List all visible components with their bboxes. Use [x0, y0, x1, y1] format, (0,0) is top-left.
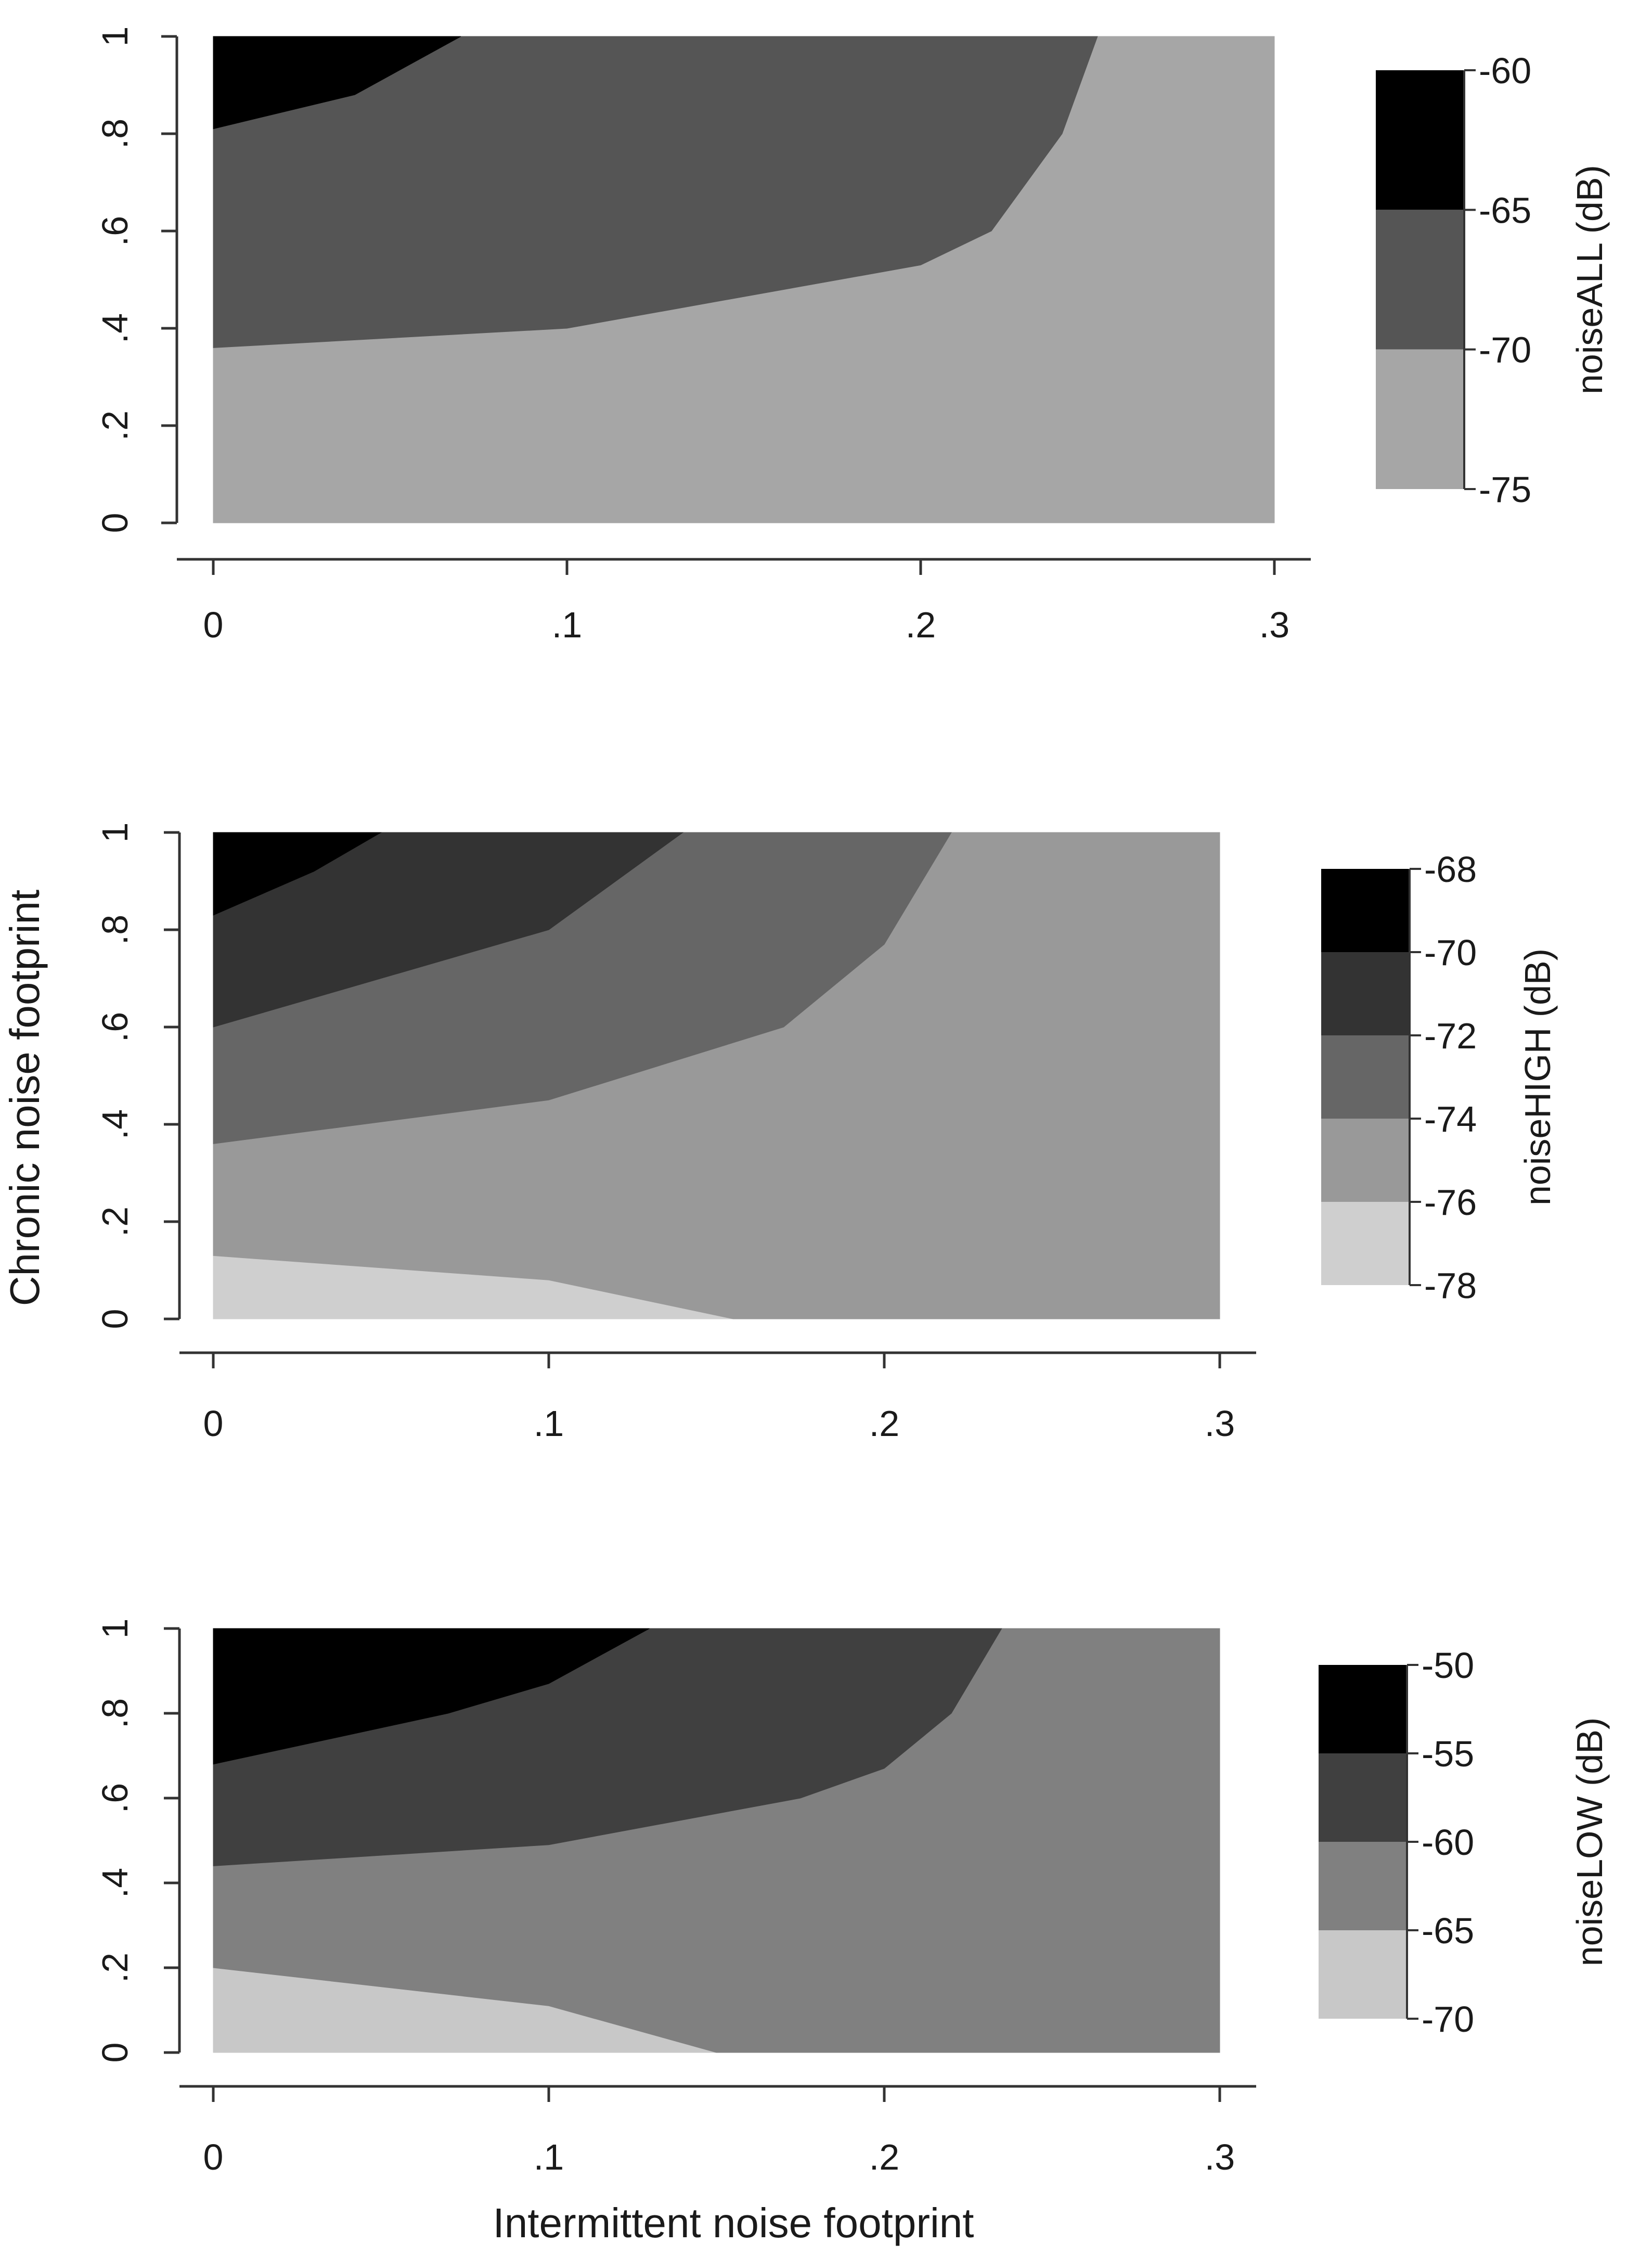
y-tick-label: .6 [95, 216, 135, 246]
y-tick-label: .2 [95, 1207, 135, 1237]
legend-tick-label: -70 [1424, 932, 1477, 973]
legend-tick-label: -68 [1424, 849, 1477, 890]
legend-swatch-all-0 [1376, 70, 1464, 210]
legend-swatch-low-3 [1319, 1930, 1407, 2019]
y-tick-label: 1 [95, 27, 135, 47]
x-tick-label: .2 [906, 605, 936, 645]
y-tick-label: 0 [95, 2043, 135, 2063]
y-tick-label: .6 [95, 1783, 135, 1813]
x-tick-label: .3 [1259, 605, 1289, 645]
x-tick-label: 0 [203, 1403, 224, 1444]
x-tick-label: .2 [869, 2137, 899, 2177]
y-tick-label: .2 [95, 1953, 135, 1983]
x-tick-label: .1 [534, 1403, 564, 1444]
legend-tick-label: -78 [1424, 1265, 1477, 1306]
y-tick-label: 1 [95, 1619, 135, 1639]
contour-region-high-4 [213, 832, 382, 916]
legend-swatch-low-0 [1319, 1665, 1407, 1753]
legend-tick-label: -60 [1422, 1822, 1474, 1863]
legend-title: noiseALL (dB) [1569, 165, 1610, 394]
x-tick-label: .2 [869, 1403, 899, 1444]
y-tick-label: .6 [95, 1012, 135, 1042]
legend-tick-label: -55 [1422, 1734, 1474, 1774]
legend-tick-label: -75 [1479, 469, 1531, 510]
panel-high: 0 .2 .4 .6 .8 1 0 .1 .2 .3 -68 -70 -72 -74 -76 -78 noise… [95, 823, 1558, 1444]
legend-swatch-all-1 [1376, 210, 1464, 350]
legend-tick-label: -70 [1422, 1999, 1474, 2040]
contour-region-all-2 [213, 36, 461, 130]
y-tick-label: .4 [95, 313, 135, 343]
legend-swatch-high-2 [1321, 1035, 1410, 1119]
legend-tick-label: -65 [1479, 190, 1531, 230]
legend-tick-label: -50 [1422, 1645, 1474, 1686]
legend-tick-label: -72 [1424, 1016, 1477, 1056]
panel-low: 0 .2 .4 .6 .8 1 0 .1 .2 .3 -50 -55 -60 -65 -70 noiseLOW… [95, 1619, 1610, 2177]
legend-swatch-high-1 [1321, 952, 1410, 1035]
y-tick-label: 0 [95, 1309, 135, 1329]
x-tick-label: .1 [552, 605, 582, 645]
y-tick-label: 1 [95, 823, 135, 843]
legend-title: noiseHIGH (dB) [1517, 948, 1558, 1206]
legend-swatch-all-2 [1376, 349, 1464, 489]
contour-region-low-3 [213, 1628, 650, 1765]
panel-all: 0 .2 .4 .6 .8 1 0 .1 .2 .3 -60 -65 -70 -75 noiseALL (d… [95, 27, 1610, 645]
legend-tick-label: -60 [1479, 50, 1531, 91]
y-tick-label: .8 [95, 1698, 135, 1728]
x-tick-label: 0 [203, 2137, 224, 2177]
x-tick-label: 0 [203, 605, 224, 645]
y-tick-label: .8 [95, 119, 135, 149]
y-tick-label: .4 [95, 1109, 135, 1139]
y-axis-title: Chronic noise footprint [2, 890, 48, 1306]
legend-swatch-low-1 [1319, 1753, 1407, 1842]
legend-tick-label: -65 [1422, 1910, 1474, 1951]
y-tick-label: .4 [95, 1868, 135, 1898]
legend-tick-label: -74 [1424, 1099, 1477, 1139]
legend-swatch-high-4 [1321, 1202, 1410, 1285]
y-tick-label: .8 [95, 915, 135, 945]
x-tick-label: .3 [1205, 1403, 1235, 1444]
legend-tick-label: -70 [1479, 330, 1531, 370]
legend-swatch-high-0 [1321, 869, 1410, 952]
y-tick-label: .2 [95, 411, 135, 441]
legend-title: noiseLOW (dB) [1569, 1717, 1610, 1966]
legend-tick-label: -76 [1424, 1182, 1477, 1223]
y-tick-label: 0 [95, 513, 135, 533]
x-tick-label: .3 [1205, 2137, 1235, 2177]
x-axis-title: Intermittent noise footprint [493, 2200, 974, 2246]
legend-swatch-high-3 [1321, 1119, 1410, 1202]
legend-swatch-low-2 [1319, 1842, 1407, 1930]
x-tick-label: .1 [534, 2137, 564, 2177]
